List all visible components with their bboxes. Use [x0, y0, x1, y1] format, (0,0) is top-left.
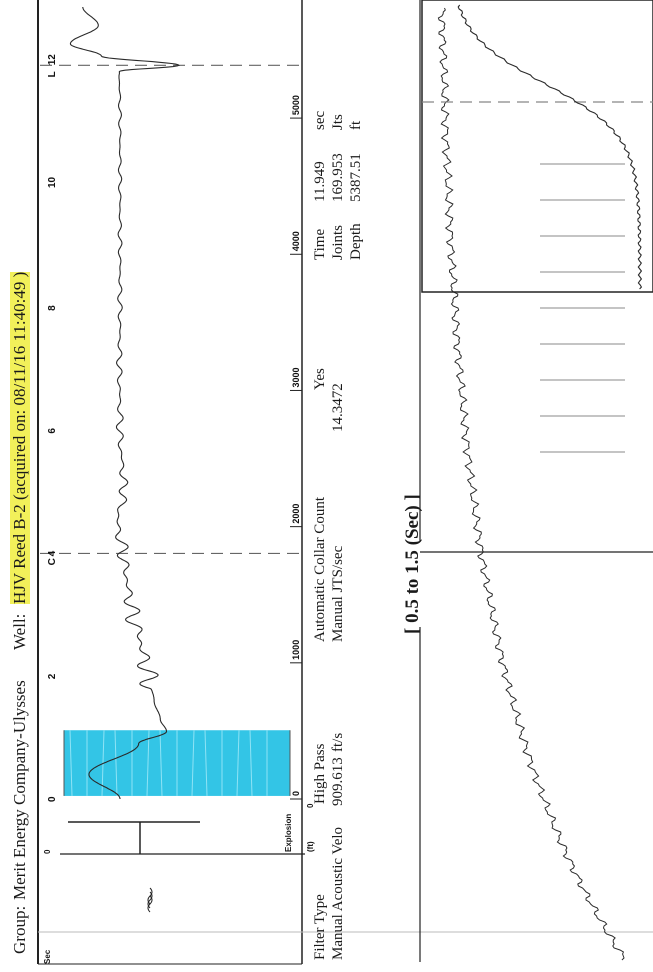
- top-tick-label: 8: [47, 305, 58, 311]
- pulse-band-stripe: [249, 730, 253, 796]
- pulse-band-stripe: [69, 730, 73, 796]
- detail-frame: [421, 0, 653, 293]
- trace: [69, 7, 181, 799]
- bottom-tick-label: 5000: [291, 95, 301, 115]
- top-tick-label: 12: [47, 54, 58, 66]
- marker-label-C: C: [47, 558, 58, 565]
- bottom-tick-label: 0: [291, 791, 301, 796]
- pulse-band-stripe: [114, 730, 118, 796]
- zoom-trace: [437, 7, 625, 961]
- bottom-tick-label: 2000: [291, 504, 301, 524]
- bottom-tick-label: 4000: [291, 231, 301, 251]
- top-tick-label: 6: [47, 428, 58, 434]
- top-tick-label: 10: [47, 176, 58, 188]
- marker-label-L: L: [47, 71, 58, 77]
- pulse-band-stripe: [204, 730, 208, 796]
- pulse-band-stripe: [159, 730, 163, 796]
- pulse-band: [63, 730, 291, 796]
- marker-lines: CL: [40, 64, 300, 565]
- bottom-tick-label: 3000: [291, 367, 301, 387]
- detail-trace: [457, 4, 643, 290]
- pulse-band-stripe: [146, 730, 150, 796]
- bottom-tick-label: 1000: [291, 640, 301, 660]
- trace-line: [69, 7, 181, 799]
- shot-squiggle: [147, 887, 153, 905]
- pulse-band-stripe: [191, 730, 195, 796]
- top-tick-label: 4: [47, 550, 58, 556]
- pulse-band-stripe: [236, 730, 240, 796]
- top-tick-label: 2: [47, 673, 58, 679]
- axis-ticks: 0246810120100020003000400050006000: [47, 54, 302, 802]
- top-tick-label: 0: [47, 796, 58, 802]
- shot-panel: [60, 821, 305, 913]
